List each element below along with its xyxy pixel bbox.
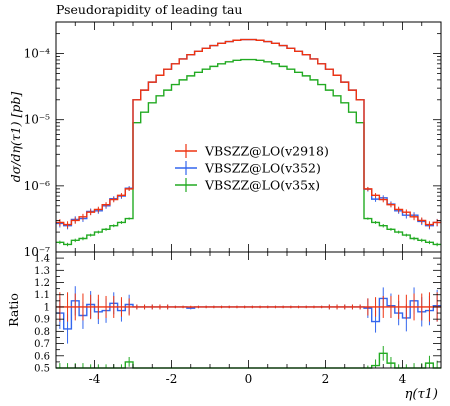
legend: VBSZZ@LO(v2918) VBSZZ@LO(v352) VBSZZ@LO(v3… [175, 144, 329, 193]
main-y-ticks: 10⁻⁷ 10⁻⁶ 10⁻⁵ 10⁻⁴ [24, 33, 441, 259]
ratio-tick-label: 0.8 [34, 327, 50, 338]
ratio-tick-label: 0.6 [34, 351, 50, 362]
y-axis-label: dσ/dη(τ1) [pb] [8, 92, 23, 183]
main-plot: 10⁻⁷ 10⁻⁶ 10⁻⁵ 10⁻⁴ [24, 21, 442, 259]
ratio-tick-label: 0.9 [34, 315, 50, 326]
y-tick-label: 10⁻⁷ [24, 245, 51, 259]
chart-title: Pseudorapidity of leading tau [56, 2, 242, 17]
x-tick-label: 0 [245, 372, 253, 386]
ratio-tick-label: 1.1 [34, 290, 50, 301]
ratio-x-ticks: -4 -2 0 2 4 [55, 252, 442, 386]
ratio-tick-label: 0.7 [34, 339, 50, 350]
x-tick-label: 2 [322, 372, 330, 386]
x-tick-label: -2 [166, 372, 178, 386]
main-x-ticks [55, 22, 442, 252]
ratio-plot-frame [55, 251, 442, 369]
y-tick-label: 10⁻⁶ [24, 179, 51, 193]
ratio-tick-label: 1.3 [34, 266, 50, 277]
ratio-tick-label: 1.4 [34, 254, 50, 265]
ratio-tick-label: 0.5 [34, 364, 50, 375]
ratio-y-ticks: 0.5 0.60.70.80.9 11.11.21.31.4 [34, 251, 441, 375]
ratio-y-axis-label: Ratio [6, 293, 21, 327]
legend-label: VBSZZ@LO(v35x) [204, 178, 320, 193]
ratio-tick-label: 1 [44, 302, 50, 313]
legend-label: VBSZZ@LO(v352) [204, 161, 321, 176]
series-line-0 [56, 38, 441, 226]
x-tick-label: -4 [89, 372, 101, 386]
y-tick-label: 10⁻⁵ [24, 113, 51, 127]
series-line-2 [56, 58, 441, 246]
ratio-plot: 0.5 0.60.70.80.9 11.11.21.31.4 -4 -2 0 2 4 [34, 251, 442, 386]
main-histograms [56, 38, 441, 247]
ratio-tick-label: 1.2 [34, 278, 50, 289]
x-axis-label: η(τ1) [405, 387, 438, 402]
y-tick-label: 10⁻⁴ [24, 47, 51, 61]
legend-label: VBSZZ@LO(v2918) [204, 144, 329, 159]
main-plot-frame [55, 21, 442, 253]
x-tick-label: 4 [399, 372, 407, 386]
ratio-histograms [56, 286, 441, 369]
